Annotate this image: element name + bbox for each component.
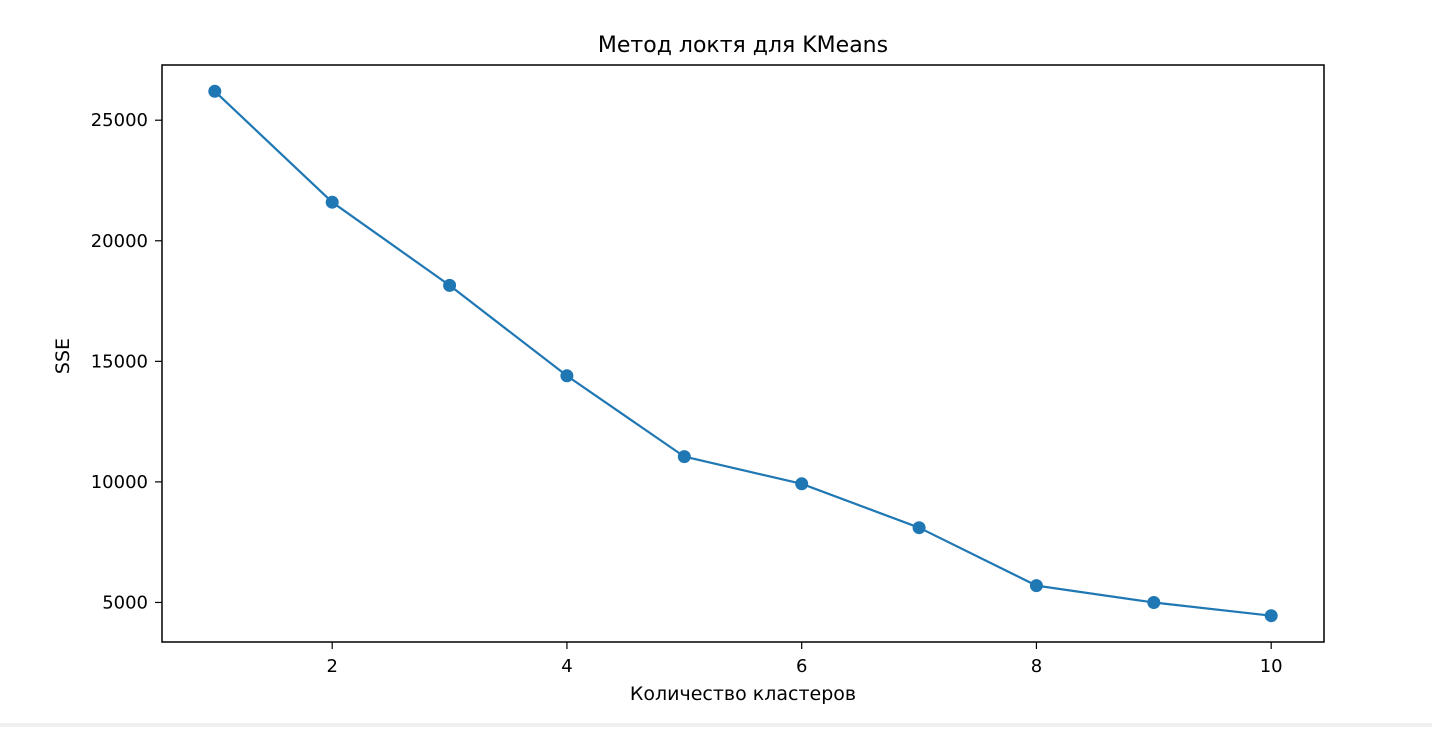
- y-tick-label: 25000: [91, 110, 148, 131]
- data-point: [325, 195, 339, 209]
- x-tick-label: 8: [1031, 656, 1042, 677]
- y-tick-label: 10000: [91, 472, 148, 493]
- data-point: [1264, 609, 1278, 623]
- data-point: [795, 477, 809, 491]
- data-point: [208, 84, 222, 98]
- plot-area: [161, 64, 1325, 643]
- y-tick-label: 20000: [91, 231, 148, 252]
- y-tick-label: 15000: [91, 351, 148, 372]
- y-tick-label: 5000: [102, 592, 148, 613]
- data-point: [912, 521, 926, 535]
- data-points: [208, 84, 1278, 623]
- data-point: [677, 450, 691, 464]
- y-axis-label: SSE: [52, 338, 74, 374]
- x-tick-label: 10: [1260, 656, 1283, 677]
- x-tick-label: 2: [326, 656, 337, 677]
- x-axis-ticks: 2 4 6 8 10: [326, 642, 1283, 677]
- data-point: [1029, 579, 1043, 593]
- series-line: [213, 90, 1273, 617]
- data-point: [560, 369, 574, 383]
- x-tick-label: 6: [796, 656, 807, 677]
- x-tick-label: 4: [561, 656, 572, 677]
- chart-title: Метод локтя для KMeans: [598, 33, 888, 58]
- data-point: [443, 278, 457, 292]
- y-axis-ticks: 5000 10000 15000 20000 25000: [91, 110, 162, 613]
- data-point: [1147, 596, 1161, 609]
- window-bottom-strip: [0, 723, 1432, 727]
- x-axis-label: Количество кластеров: [630, 683, 856, 705]
